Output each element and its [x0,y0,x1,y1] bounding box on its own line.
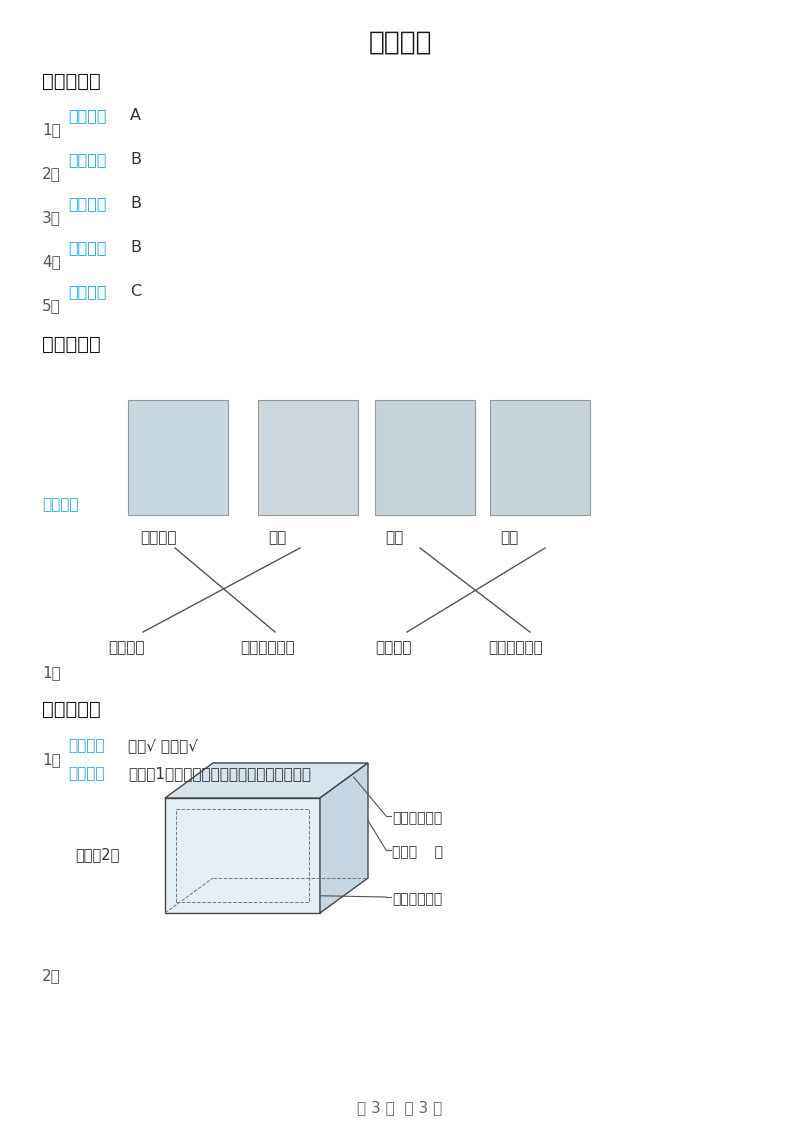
Text: 合成纤维: 合成纤维 [140,530,177,544]
Text: 4、: 4、 [42,254,61,269]
Text: 【小题1】大塑料盒、小塑料盒、棉花、鼓币: 【小题1】大塑料盒、小塑料盒、棉花、鼓币 [128,766,311,781]
Text: 棉布: 棉布 [500,530,518,544]
Bar [258,400,358,515]
Text: 丝绸: 丝绸 [268,530,286,544]
Text: 弹性好不易皱: 弹性好不易皱 [240,640,294,655]
Polygon shape [320,763,368,914]
Bar [176,809,309,902]
Text: 【小题2】: 【小题2】 [75,847,119,861]
Text: 毛料: 毛料 [385,530,403,544]
Text: 2、: 2、 [42,166,61,181]
Text: 1、: 1、 [42,752,61,767]
Text: 第 3 页  共 3 页: 第 3 页 共 3 页 [358,1100,442,1115]
Text: 2、: 2、 [42,968,61,983]
Text: 三、综合题: 三、综合题 [42,700,101,719]
Text: 【答案】: 【答案】 [68,108,106,123]
Text: 【答案】: 【答案】 [68,152,106,168]
Text: 二、连线题: 二、连线题 [42,335,101,354]
Text: 【答案】: 【答案】 [68,766,105,781]
Bar [375,400,475,515]
Bar [490,400,590,515]
Text: 1、: 1、 [42,122,61,137]
Text: 【答案】: 【答案】 [42,497,78,512]
Text: B: B [130,152,141,168]
Text: 【答案】: 【答案】 [68,196,106,211]
Text: （小塑料盒）: （小塑料盒） [392,892,442,906]
Text: 【答案】: 【答案】 [68,240,106,255]
Text: 【答案】: 【答案】 [68,738,105,753]
Text: 一、选择题: 一、选择题 [42,72,101,91]
Text: B: B [130,196,141,211]
Text: 【答案】: 【答案】 [68,284,106,299]
Text: A: A [130,108,141,123]
Text: 纸板√ 复印纸√: 纸板√ 复印纸√ [128,738,198,753]
Text: （大塑料盒）: （大塑料盒） [392,811,442,825]
Text: 吸汗透气: 吸汗透气 [375,640,411,655]
Text: C: C [130,284,141,299]
Text: 3、: 3、 [42,211,61,225]
Bar [128,400,228,515]
Text: 暖和不易渗水: 暖和不易渗水 [488,640,542,655]
Text: 柔软透气: 柔软透气 [108,640,145,655]
Text: 参考答案: 参考答案 [368,31,432,55]
Bar [165,798,320,914]
Text: B: B [130,240,141,255]
Text: 1、: 1、 [42,664,61,680]
Text: （棉花    ）: （棉花 ） [392,844,443,859]
Polygon shape [165,763,368,798]
Text: 5、: 5、 [42,298,61,314]
